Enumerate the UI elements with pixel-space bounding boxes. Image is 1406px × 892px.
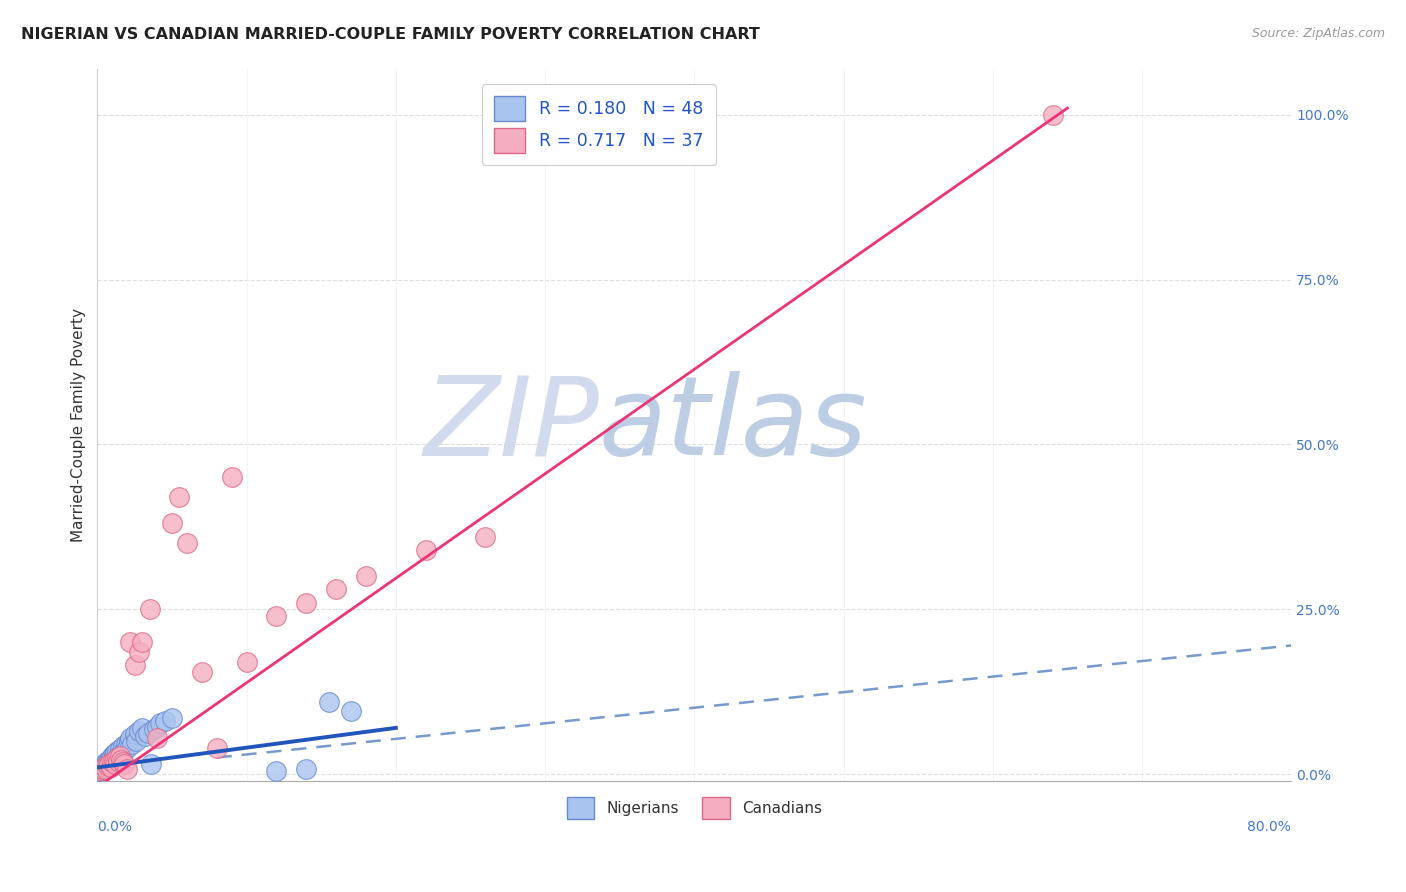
Point	[169, 490, 191, 504]
Point	[138, 602, 160, 616]
Point	[474, 530, 496, 544]
Point	[125, 734, 148, 748]
Point	[101, 754, 124, 768]
Point	[131, 721, 153, 735]
Point	[96, 762, 118, 776]
Point	[97, 754, 120, 768]
Point	[101, 755, 124, 769]
Point	[146, 731, 169, 745]
Point	[139, 757, 162, 772]
Point	[295, 762, 318, 776]
Point	[94, 757, 117, 772]
Point	[266, 608, 288, 623]
Point	[118, 734, 141, 748]
Point	[110, 746, 132, 760]
Text: NIGERIAN VS CANADIAN MARRIED-COUPLE FAMILY POVERTY CORRELATION CHART: NIGERIAN VS CANADIAN MARRIED-COUPLE FAMI…	[21, 27, 761, 42]
Point	[101, 748, 124, 763]
Point	[176, 536, 198, 550]
Point	[149, 715, 172, 730]
Point	[111, 739, 134, 754]
Point	[318, 694, 340, 708]
Point	[146, 720, 169, 734]
Point	[91, 759, 114, 773]
Point	[160, 516, 183, 531]
Text: 80.0%: 80.0%	[1247, 820, 1291, 834]
Point	[110, 752, 132, 766]
Point	[87, 764, 110, 778]
Point	[89, 762, 111, 776]
Point	[235, 655, 257, 669]
Point	[340, 705, 363, 719]
Point	[94, 763, 117, 777]
Legend: Nigerians, Canadians: Nigerians, Canadians	[560, 789, 830, 826]
Point	[104, 750, 127, 764]
Point	[89, 763, 111, 777]
Point	[1042, 108, 1064, 122]
Point	[221, 470, 243, 484]
Point	[90, 763, 112, 777]
Y-axis label: Married-Couple Family Poverty: Married-Couple Family Poverty	[72, 308, 86, 541]
Point	[107, 754, 129, 768]
Point	[112, 757, 135, 772]
Point	[111, 755, 134, 769]
Point	[121, 737, 143, 751]
Point	[104, 746, 127, 760]
Point	[98, 757, 121, 772]
Point	[105, 750, 128, 764]
Point	[205, 740, 228, 755]
Point	[325, 582, 347, 597]
Point	[134, 729, 156, 743]
Point	[108, 742, 131, 756]
Point	[114, 737, 136, 751]
Point	[153, 714, 176, 729]
Point	[96, 755, 118, 769]
Point	[115, 740, 138, 755]
Point	[115, 762, 138, 776]
Point	[103, 747, 125, 762]
Point	[105, 744, 128, 758]
Point	[103, 754, 125, 768]
Point	[131, 635, 153, 649]
Text: ZIP: ZIP	[423, 371, 599, 478]
Point	[160, 711, 183, 725]
Point	[143, 722, 166, 736]
Point	[94, 760, 117, 774]
Point	[108, 748, 131, 763]
Point	[120, 635, 142, 649]
Point	[98, 752, 121, 766]
Point	[112, 744, 135, 758]
Point	[103, 752, 125, 766]
Point	[100, 755, 122, 769]
Point	[105, 755, 128, 769]
Point	[136, 726, 159, 740]
Point	[97, 759, 120, 773]
Point	[191, 665, 214, 679]
Text: Source: ZipAtlas.com: Source: ZipAtlas.com	[1251, 27, 1385, 40]
Point	[354, 569, 377, 583]
Text: atlas: atlas	[599, 371, 868, 478]
Point	[104, 757, 127, 772]
Point	[128, 724, 150, 739]
Point	[266, 764, 288, 778]
Point	[98, 757, 121, 772]
Point	[120, 731, 142, 745]
Text: 0.0%: 0.0%	[97, 820, 132, 834]
Point	[107, 748, 129, 763]
Point	[100, 750, 122, 764]
Point	[128, 645, 150, 659]
Point	[90, 760, 112, 774]
Point	[91, 762, 114, 776]
Point	[124, 727, 146, 741]
Point	[124, 658, 146, 673]
Point	[100, 760, 122, 774]
Point	[295, 596, 318, 610]
Point	[415, 542, 437, 557]
Point	[97, 759, 120, 773]
